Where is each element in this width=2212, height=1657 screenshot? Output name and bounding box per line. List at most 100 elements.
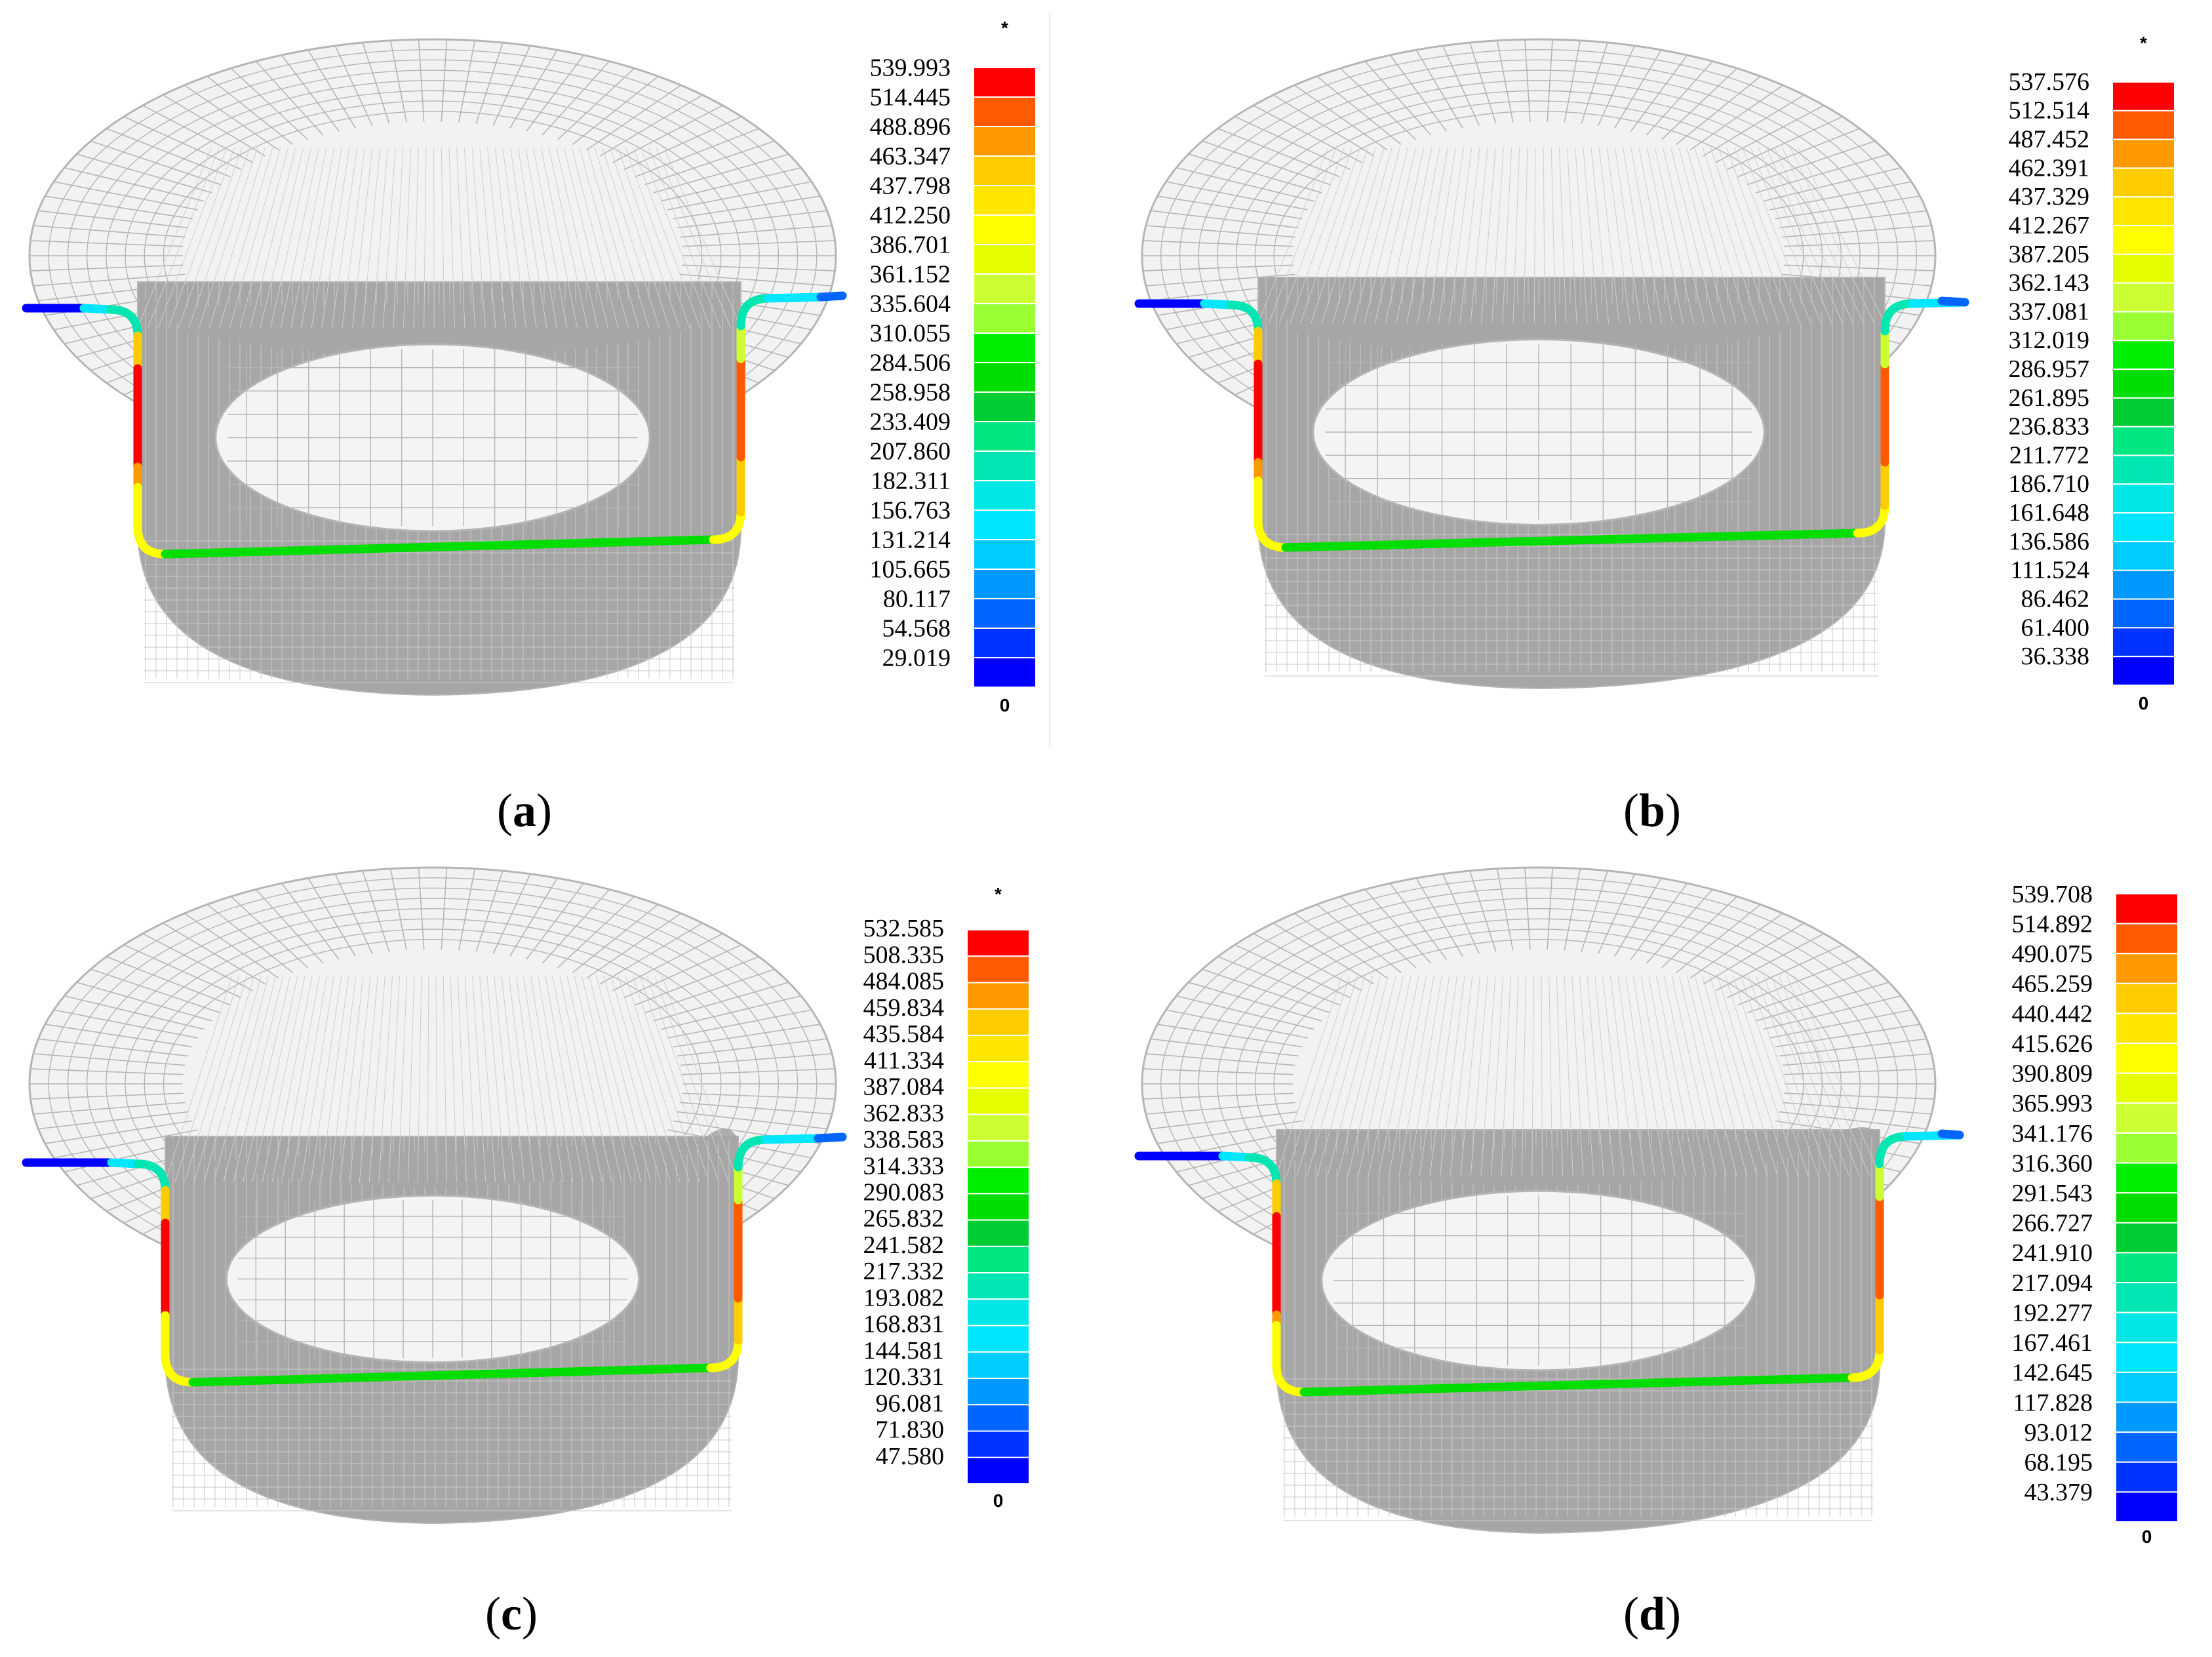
scale-footer-label: 0 bbox=[1000, 695, 1010, 715]
scale-swatch bbox=[2112, 196, 2175, 227]
scale-swatch bbox=[966, 1008, 1030, 1036]
scale-swatch bbox=[2115, 1282, 2179, 1313]
scale-value-label: 142.645 bbox=[2012, 1359, 2093, 1387]
scale-swatch bbox=[973, 332, 1037, 363]
cup-inner-wall bbox=[1276, 1127, 1880, 1187]
caption-b: (b) bbox=[1623, 784, 1681, 837]
scale-value-label: 265.832 bbox=[863, 1205, 945, 1233]
scale-swatch bbox=[966, 1351, 1030, 1380]
scale-swatch bbox=[966, 929, 1030, 957]
scale-swatch bbox=[2115, 1043, 2179, 1074]
cup-inner-wall bbox=[165, 1128, 738, 1187]
scale-value-label: 390.809 bbox=[2012, 1060, 2093, 1088]
scale-value-label: 96.081 bbox=[876, 1389, 945, 1417]
caption-c: (c) bbox=[485, 1587, 538, 1640]
scale-swatch bbox=[2112, 81, 2175, 111]
stress-section-segment bbox=[764, 292, 825, 303]
scale-swatch bbox=[966, 982, 1030, 1010]
scale-swatch bbox=[973, 67, 1037, 98]
scale-value-label: 314.333 bbox=[863, 1152, 945, 1180]
scale-swatch bbox=[2115, 1401, 2179, 1433]
scale-swatch bbox=[966, 1140, 1030, 1168]
scale-value-label: 233.409 bbox=[870, 409, 951, 436]
scale-swatch bbox=[2115, 1342, 2179, 1373]
scale-value-label: 465.259 bbox=[2012, 970, 2093, 998]
scale-value-label: 156.763 bbox=[870, 497, 951, 525]
scale-value-label: 514.892 bbox=[2012, 910, 2093, 938]
scale-footer-label: 0 bbox=[993, 1490, 1004, 1511]
scale-value-label: 387.084 bbox=[863, 1073, 945, 1101]
stress-section-segment bbox=[1244, 1153, 1281, 1188]
cup-inner-wall bbox=[138, 294, 741, 359]
scale-swatch bbox=[2112, 369, 2175, 399]
scale-swatch bbox=[2112, 512, 2175, 542]
scale-value-label: 236.833 bbox=[2009, 413, 2090, 441]
scale-value-label: 310.055 bbox=[870, 320, 951, 348]
scale-star-marker: * bbox=[995, 884, 1002, 904]
scale-swatch bbox=[2115, 1012, 2179, 1045]
scale-star-marker: * bbox=[1001, 18, 1008, 38]
scale-value-label: 412.267 bbox=[2009, 212, 2090, 239]
scale-swatch bbox=[973, 303, 1037, 334]
scale-value-label: 193.082 bbox=[863, 1284, 945, 1311]
scale-value-label: 105.665 bbox=[870, 556, 951, 584]
scale-swatch bbox=[2115, 1102, 2179, 1134]
scale-value-label: 261.895 bbox=[2009, 384, 2090, 412]
scale-value-label: 186.710 bbox=[2009, 470, 2090, 498]
stress-section-segment bbox=[1218, 1151, 1254, 1162]
scale-value-label: 131.214 bbox=[870, 527, 951, 554]
scale-swatch bbox=[2112, 454, 2175, 485]
scale-swatch bbox=[973, 657, 1037, 688]
scale-value-label: 512.514 bbox=[2009, 97, 2090, 125]
scale-swatch bbox=[973, 273, 1037, 304]
stress-section-segment bbox=[734, 1135, 770, 1172]
scale-swatch bbox=[966, 1456, 1030, 1485]
stress-section-segment bbox=[761, 1134, 823, 1144]
scale-swatch bbox=[973, 421, 1037, 452]
panel-figure: 539.993514.445488.896463.347437.798412.2… bbox=[22, 18, 1037, 715]
scale-value-label: 182.311 bbox=[871, 468, 951, 495]
scale-swatch bbox=[2115, 1132, 2179, 1164]
scale-swatch bbox=[2115, 1162, 2179, 1194]
scale-swatch bbox=[2112, 138, 2175, 169]
scale-swatch bbox=[973, 598, 1037, 629]
scale-value-label: 136.586 bbox=[2009, 528, 2090, 555]
scale-swatch bbox=[2112, 225, 2175, 255]
scale-value-label: 462.391 bbox=[2009, 154, 2090, 182]
mesh-model bbox=[28, 866, 837, 1525]
stress-section-segment bbox=[709, 508, 745, 544]
scale-value-label: 437.798 bbox=[870, 172, 951, 200]
mesh-model bbox=[28, 38, 837, 696]
scale-value-label: 284.506 bbox=[870, 349, 951, 377]
panel-divider bbox=[1049, 13, 1050, 748]
scale-value-label: 412.250 bbox=[870, 202, 951, 230]
scale-swatch bbox=[2112, 426, 2175, 456]
stress-section-segment bbox=[107, 1158, 142, 1168]
scale-swatch bbox=[973, 155, 1037, 186]
stress-section-segment bbox=[1875, 1132, 1912, 1168]
panel-b: 537.576 512.514 487.452 462.391 437.329 412.2… bbox=[1106, 0, 2212, 828]
scale-swatch bbox=[973, 96, 1037, 127]
scale-swatch bbox=[966, 1034, 1030, 1063]
scale-value-label: 335.604 bbox=[870, 290, 951, 318]
scale-value-label: 192.277 bbox=[2012, 1299, 2093, 1327]
scale-swatch bbox=[973, 244, 1037, 275]
scale-value-label: 241.582 bbox=[863, 1231, 945, 1259]
scale-swatch bbox=[966, 1404, 1030, 1432]
scale-value-label: 68.195 bbox=[2024, 1449, 2093, 1477]
scale-swatch bbox=[2115, 923, 2179, 955]
stress-section-segment bbox=[1299, 1373, 1857, 1397]
scale-swatch bbox=[966, 1087, 1030, 1115]
scale-value-label: 337.081 bbox=[2009, 298, 2090, 325]
cup-inner-wall bbox=[1258, 296, 1885, 359]
scale-value-label: 338.583 bbox=[863, 1126, 945, 1153]
scale-value-label: 286.957 bbox=[2009, 355, 2090, 383]
scale-swatch bbox=[2115, 1192, 2179, 1224]
scale-value-label: 487.452 bbox=[2009, 126, 2090, 153]
scale-swatch bbox=[2115, 1461, 2179, 1493]
scale-swatch bbox=[2115, 1252, 2179, 1284]
scale-value-label: 411.334 bbox=[864, 1047, 944, 1074]
stress-section bbox=[1134, 1129, 1964, 1397]
scale-swatch bbox=[973, 126, 1037, 157]
scale-value-label: 29.019 bbox=[882, 645, 951, 672]
